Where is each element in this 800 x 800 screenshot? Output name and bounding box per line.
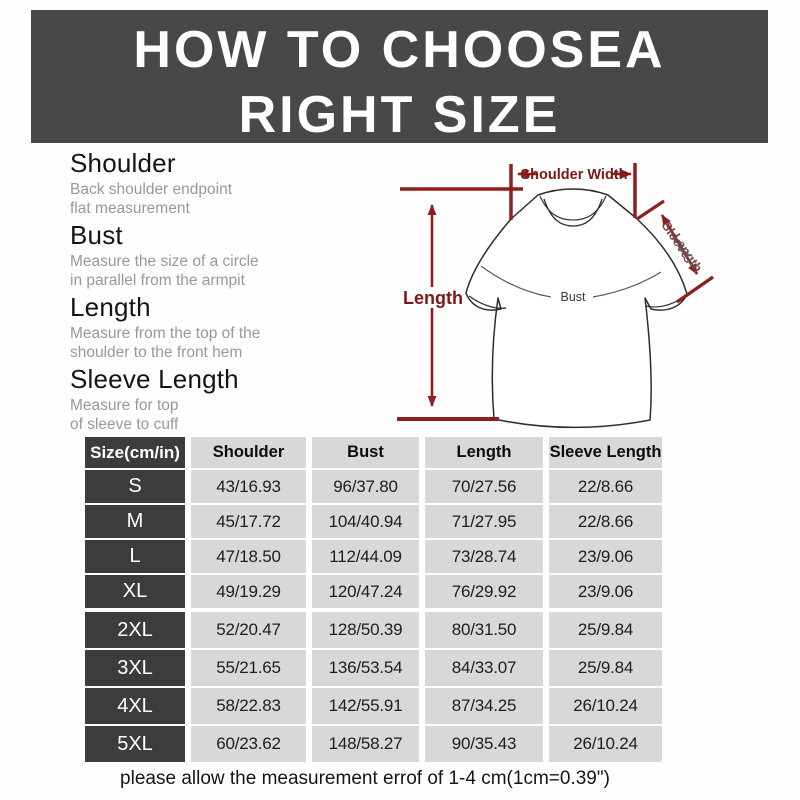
guide-text: Back shoulder endpoint [70, 181, 233, 198]
length-label-mask [409, 287, 457, 308]
tshirt-outline [465, 188, 688, 429]
size-label: S [85, 470, 185, 503]
table-cell: 58/22.83 [191, 688, 306, 724]
size-label: 5XL [85, 726, 185, 762]
table-cell: 47/18.50 [191, 540, 306, 573]
tshirt-measurement-diagram: Shoulder Width Length Sleeve Length Bust [397, 163, 714, 429]
guide-text: shoulder to the front hem [70, 344, 243, 361]
length-label: Length [403, 288, 463, 308]
table-cell: 45/17.72 [191, 505, 306, 538]
table-cell: 49/19.29 [191, 575, 306, 608]
guide-text: Measure from the top of the [70, 325, 261, 342]
table-cell: 26/10.24 [549, 726, 662, 762]
table-cell: 136/53.54 [312, 650, 419, 686]
table-cell: 76/29.92 [425, 575, 543, 608]
page-title-line2: RIGHT SIZE [238, 86, 561, 144]
guide-text: of sleeve to cuff [70, 416, 179, 433]
table-cell: 73/28.74 [425, 540, 543, 573]
table-row: L 47/18.50 112/44.09 73/28.74 23/9.06 [85, 540, 662, 573]
guide-heading-bust: Bust [70, 220, 123, 250]
size-label: XL [85, 575, 185, 608]
table-cell: 128/50.39 [312, 612, 419, 648]
table-cell: 80/31.50 [425, 612, 543, 648]
guide-text: Measure for top [70, 397, 179, 414]
guide-heading-shoulder: Shoulder [70, 148, 176, 178]
table-row: XL 49/19.29 120/47.24 76/29.92 23/9.06 [85, 575, 662, 608]
column-header-bust: Bust [312, 437, 419, 468]
table-cell: 142/55.91 [312, 688, 419, 724]
table-row: 4XL 58/22.83 142/55.91 87/34.25 26/10.24 [85, 688, 662, 724]
table-cell: 22/8.66 [549, 505, 662, 538]
header-banner: HOW TO CHOOSEA RIGHT SIZE [31, 10, 768, 144]
table-header-row: Size(cm/in) Shoulder Bust Length Sleeve … [85, 437, 662, 468]
measurement-lines [397, 163, 714, 421]
table-cell: 96/37.80 [312, 470, 419, 503]
guide-text: flat measurement [70, 200, 190, 217]
bust-curve [480, 265, 662, 298]
shoulder-width-label: Shoulder Width [521, 167, 628, 183]
table-cell: 52/20.47 [191, 612, 306, 648]
table-row: M 45/17.72 104/40.94 71/27.95 22/8.66 [85, 505, 662, 538]
table-cell: 84/33.07 [425, 650, 543, 686]
table-cell: 70/27.56 [425, 470, 543, 503]
table-cell: 112/44.09 [312, 540, 419, 573]
table-cell: 55/21.65 [191, 650, 306, 686]
guide-text: in parallel from the armpit [70, 272, 245, 289]
table-row: 3XL 55/21.65 136/53.54 84/33.07 25/9.84 [85, 650, 662, 686]
size-label: M [85, 505, 185, 538]
table-cell: 23/9.06 [549, 575, 662, 608]
column-header-sleeve-length: Sleeve Length [549, 437, 662, 468]
size-label: 4XL [85, 688, 185, 724]
column-header-shoulder: Shoulder [191, 437, 306, 468]
table-row: S 43/16.93 96/37.80 70/27.56 22/8.66 [85, 470, 662, 503]
table-cell: 26/10.24 [549, 688, 662, 724]
table-cell: 25/9.84 [549, 650, 662, 686]
table-cell: 71/27.95 [425, 505, 543, 538]
table-cell: 148/58.27 [312, 726, 419, 762]
bust-label: Bust [560, 290, 586, 304]
page-title-line1: HOW TO CHOOSEA [133, 21, 666, 79]
table-cell: 43/16.93 [191, 470, 306, 503]
table-cell: 60/23.62 [191, 726, 306, 762]
table-cell: 25/9.84 [549, 612, 662, 648]
size-label: 2XL [85, 612, 185, 648]
guide-heading-length: Length [70, 292, 151, 322]
table-cell: 22/8.66 [549, 470, 662, 503]
table-cell: 87/34.25 [425, 688, 543, 724]
guide-heading-sleeve-length: Sleeve Length [70, 364, 239, 394]
size-label: L [85, 540, 185, 573]
table-cell: 90/35.43 [425, 726, 543, 762]
measurement-error-note: please allow the measurement errof of 1-… [120, 768, 610, 789]
guide-text: Measure the size of a circle [70, 253, 259, 270]
table-corner-header: Size(cm/in) [85, 437, 185, 468]
table-row: 2XL 52/20.47 128/50.39 80/31.50 25/9.84 [85, 612, 662, 648]
measurement-guide: Shoulder Back shoulder endpoint flat mea… [70, 146, 390, 434]
column-header-length: Length [425, 437, 543, 468]
size-label: 3XL [85, 650, 185, 686]
table-cell: 104/40.94 [312, 505, 419, 538]
table-cell: 23/9.06 [549, 540, 662, 573]
table-row: 5XL 60/23.62 148/58.27 90/35.43 26/10.24 [85, 726, 662, 762]
table-cell: 120/47.24 [312, 575, 419, 608]
size-table: Size(cm/in) Shoulder Bust Length Sleeve … [85, 437, 662, 764]
